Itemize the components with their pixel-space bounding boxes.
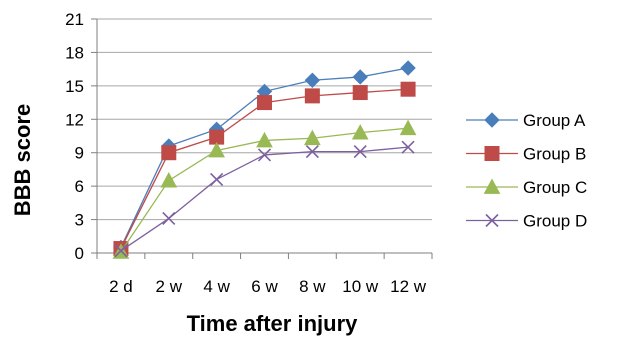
marker-stroke: [401, 140, 415, 154]
series-3: [112, 119, 417, 259]
data-point: [305, 145, 319, 159]
legend-item: Group C: [466, 178, 587, 197]
series-group: [112, 60, 417, 259]
axes: 0 3 6 9 12 15 18 21 2 d 2 w 4 w 6 w 8 w 10 w 12 w: [65, 10, 433, 296]
legend-marker: [484, 112, 500, 128]
y-tick-label: 9: [75, 144, 84, 163]
legend-item: Group D: [466, 212, 587, 231]
data-point: [256, 131, 273, 148]
data-point: [304, 88, 320, 104]
y-axis-title: BBB score: [10, 104, 35, 216]
data-point: [400, 81, 416, 97]
data-point: [400, 60, 416, 76]
y-tick-label: 18: [65, 43, 84, 62]
legend-label: Group D: [523, 212, 587, 231]
data-point: [114, 244, 128, 258]
legend-label: Group A: [523, 111, 586, 130]
data-point: [161, 145, 177, 161]
legend-label: Group B: [523, 145, 586, 164]
legend-item: Group B: [466, 145, 586, 164]
data-point: [210, 172, 224, 187]
marker-stroke: [485, 213, 499, 228]
series-4: [114, 140, 415, 258]
x-tick-label: 2 d: [109, 277, 133, 296]
y-tick-label: 0: [75, 244, 84, 263]
y-tick-label: 21: [65, 10, 84, 29]
marker-stroke: [114, 244, 128, 258]
data-point: [401, 140, 415, 154]
y-tick-label: 3: [75, 211, 84, 230]
marker-stroke: [305, 145, 319, 159]
x-tick-label: 8 w: [299, 277, 326, 296]
data-point: [399, 119, 417, 136]
marker-stroke: [257, 148, 272, 162]
data-point: [352, 69, 368, 85]
data-point: [160, 172, 178, 188]
y-tick-label: 12: [65, 110, 84, 129]
legend-marker: [484, 146, 500, 161]
data-point: [352, 85, 368, 101]
gridlines: [97, 18, 432, 221]
series-2: [113, 81, 416, 257]
marker-stroke: [162, 211, 176, 226]
x-tick-label: 4 w: [203, 277, 230, 296]
x-tick-label: 6 w: [251, 277, 278, 296]
x-tick-label: 10 w: [342, 277, 379, 296]
legend-marker: [483, 178, 501, 194]
legend: Group A Group B Group C Group D: [466, 111, 587, 231]
series-line: [120, 88, 409, 249]
legend-item: Group A: [466, 111, 586, 130]
data-point: [257, 95, 272, 111]
data-point: [257, 148, 272, 162]
data-point: [353, 145, 367, 159]
data-point: [304, 72, 321, 88]
data-point: [208, 141, 225, 158]
x-axis-title: Time after injury: [187, 311, 359, 336]
data-point: [162, 211, 176, 226]
x-tick-label: 12 w: [390, 277, 427, 296]
marker-stroke: [210, 172, 224, 187]
y-tick-label: 6: [75, 177, 84, 196]
marker-stroke: [353, 145, 367, 159]
data-point: [304, 129, 321, 146]
x-tick-label: 2 w: [156, 277, 183, 296]
legend-marker: [485, 213, 499, 228]
y-tick-label: 15: [65, 77, 84, 96]
legend-label: Group C: [523, 178, 587, 197]
data-point: [351, 124, 369, 140]
